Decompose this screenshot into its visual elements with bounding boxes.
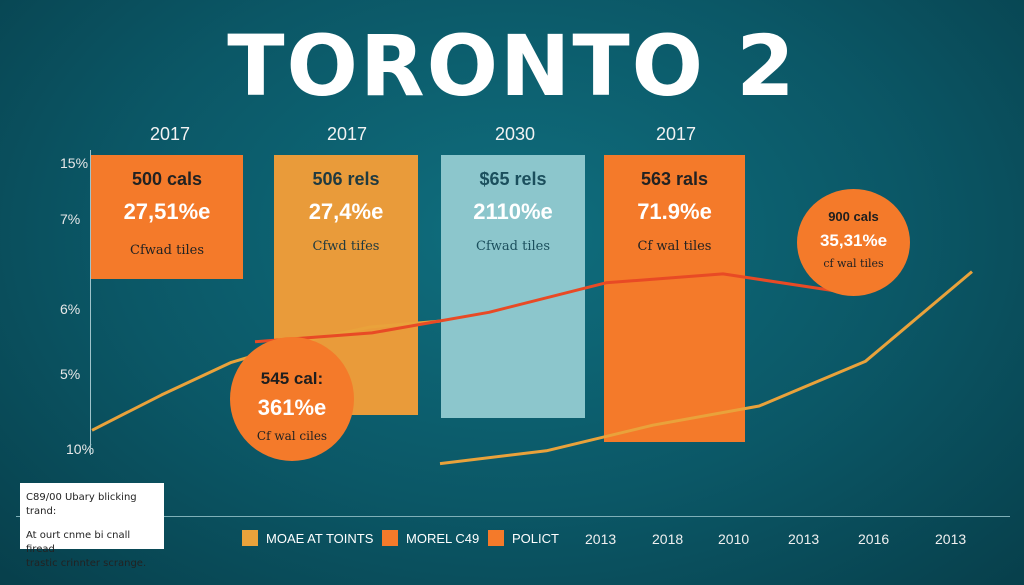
- series-line-3: [439, 270, 973, 466]
- bar-4-value: 563 rals: [640, 169, 709, 189]
- bubble-2: 900 cals 35,31%e cf wal tiles: [797, 189, 910, 296]
- bar-3: $65 rels 2110%e Cfwad tiles: [441, 155, 585, 418]
- bubble-2-percent: 35,31%e: [819, 231, 888, 250]
- bubble-2-value: 900 cals: [828, 209, 879, 224]
- legend-item-3: POLICT: [488, 530, 559, 546]
- column-year-2: 2017: [326, 124, 368, 144]
- note-line-1: C89/00 Ubary blicking trand:: [26, 492, 137, 517]
- bar-1-value: 500 cals: [131, 169, 203, 189]
- bar-4-caption: Cf wal tiles: [637, 239, 712, 254]
- bar-2-value: 506 rels: [312, 169, 380, 189]
- legend-swatch-3: [488, 530, 504, 546]
- column-year-3: 2030: [494, 124, 536, 144]
- legend-label-1: MOAE AT TOINTS: [266, 530, 374, 546]
- x-tick-3: 2010: [718, 531, 750, 547]
- x-tick-4: 2013: [788, 531, 820, 547]
- x-tick-5: 2016: [858, 531, 890, 547]
- bubble-1-value: 545 cal:: [260, 369, 324, 388]
- column-year-4: 2017: [655, 124, 697, 144]
- bar-4-percent: 71.9%e: [637, 199, 712, 224]
- bar-3-value: $65 rels: [479, 169, 547, 189]
- y-tick-3: 6%: [60, 301, 81, 317]
- x-tick-6: 2013: [935, 531, 967, 547]
- x-axis: [16, 516, 1010, 517]
- bubble-1-caption: Cf wal ciles: [256, 429, 328, 443]
- bar-2-caption: Cfwd tifes: [312, 239, 380, 254]
- x-tick-2: 2018: [652, 531, 684, 547]
- legend-label-2: MOREL C49: [406, 530, 480, 546]
- note-line-3: trastic crinnter scrange.: [26, 558, 147, 569]
- note-box: C89/00 Ubary blicking trand: At ourt cnm…: [20, 483, 164, 569]
- y-tick-2: 7%: [60, 211, 81, 227]
- bar-1-percent: 27,51%e: [123, 199, 211, 224]
- chart-title: TORONTO 2: [227, 17, 797, 115]
- bar-3-percent: 2110%e: [473, 199, 553, 224]
- y-tick-4: 5%: [60, 366, 81, 382]
- bar-1-caption: Cfwad tiles: [130, 243, 204, 258]
- y-axis: [90, 150, 91, 455]
- y-tick-5: 10%: [66, 441, 95, 457]
- x-tick-1: 2013: [585, 531, 617, 547]
- bar-2-percent: 27,4%e: [308, 199, 384, 224]
- bar-4: 563 rals 71.9%e Cf wal tiles: [604, 155, 745, 442]
- series-line-2: [254, 272, 841, 344]
- legend-swatch-1: [242, 530, 258, 546]
- bar-3-caption: Cfwad tiles: [476, 239, 550, 254]
- y-tick-1: 15%: [60, 155, 89, 171]
- note-line-2: At ourt cnme bi cnall firead: [26, 530, 131, 555]
- legend-label-3: POLICT: [512, 530, 559, 546]
- bubble-1-percent: 361%e: [257, 395, 327, 420]
- bar-1: 500 cals 27,51%e Cfwad tiles: [91, 155, 243, 279]
- bubble-2-caption: cf wal tiles: [823, 257, 884, 270]
- legend-item-2: MOREL C49: [382, 530, 479, 546]
- legend-swatch-2: [382, 530, 398, 546]
- legend-item-1: MOAE AT TOINTS: [242, 530, 373, 546]
- bubble-1: 545 cal: 361%e Cf wal ciles: [230, 337, 354, 461]
- column-year-1: 2017: [149, 124, 191, 144]
